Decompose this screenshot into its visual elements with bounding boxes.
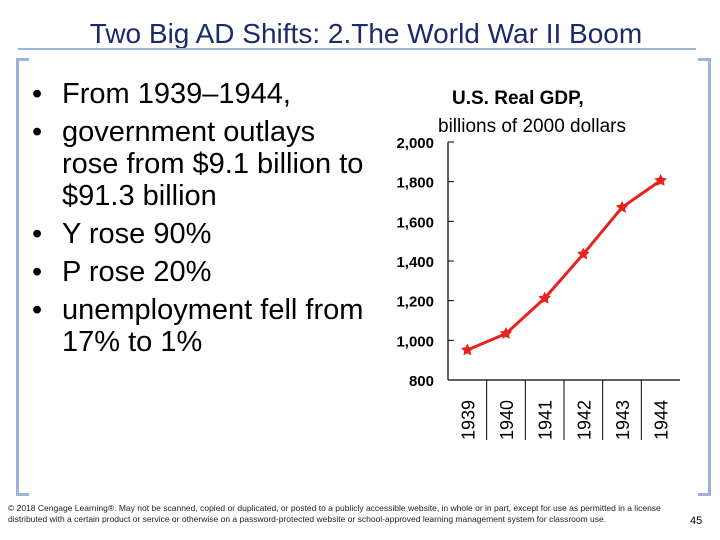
x-tick-label: 1943	[613, 400, 633, 440]
gdp-data-point	[461, 343, 474, 356]
bullet-list: From 1939–1944, government outlays rose …	[30, 78, 370, 364]
x-tick-label: 1942	[574, 400, 594, 440]
bullet-item: P rose 20%	[30, 256, 370, 288]
chart-title: U.S. Real GDP,	[452, 88, 584, 109]
gdp-data-point	[577, 247, 590, 260]
x-tick-label: 1944	[652, 400, 672, 440]
y-tick-label: 1,000	[396, 333, 434, 350]
gdp-data-point	[538, 291, 551, 304]
x-tick-label: 1940	[497, 400, 517, 440]
bullet-item: From 1939–1944,	[30, 78, 370, 110]
chart-subtitle: billions of 2000 dollars	[438, 116, 627, 137]
copyright-notice: © 2018 Cengage Learning®. May not be sca…	[8, 503, 661, 524]
left-frame-bracket	[16, 58, 29, 496]
y-tick-label: 2,000	[396, 135, 434, 152]
y-tick-label: 1,400	[396, 254, 434, 271]
bullet-item: government outlays rose from $9.1 billio…	[30, 116, 370, 212]
y-tick-label: 1,200	[396, 294, 434, 311]
x-tick-label: 1939	[458, 400, 478, 440]
bullet-item: unemployment fell from 17% to 1%	[30, 294, 370, 358]
y-tick-label: 800	[409, 373, 434, 390]
gdp-data-point	[615, 200, 629, 213]
y-tick-label: 1,600	[396, 214, 434, 231]
slide-title: Two Big AD Shifts: 2.The World War II Bo…	[89, 18, 643, 49]
y-tick-label: 1,800	[396, 175, 434, 192]
page-number: 45	[690, 515, 703, 527]
gdp-data-point	[654, 173, 667, 186]
x-tick-label: 1941	[536, 400, 556, 440]
gdp-series-line	[466, 179, 662, 352]
title-divider	[18, 48, 696, 50]
right-frame-bracket	[698, 58, 711, 496]
bullet-item: Y rose 90%	[30, 218, 370, 250]
gdp-data-point	[499, 326, 513, 339]
